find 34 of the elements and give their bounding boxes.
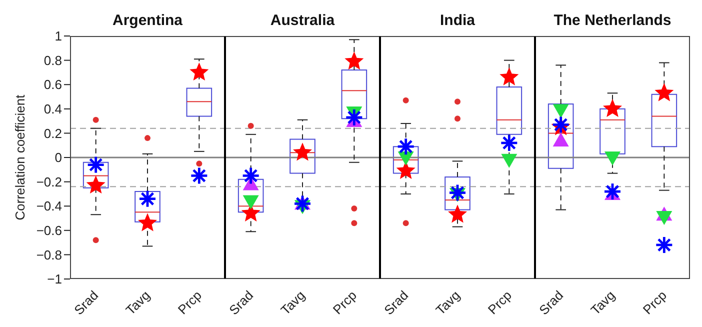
- point: [656, 211, 672, 226]
- y-tick-label: 0.6: [44, 77, 62, 92]
- y-tick-label: −0.6: [36, 223, 62, 238]
- point: [500, 67, 519, 86]
- chart-title: The Netherlands: [552, 12, 672, 29]
- y-axis-title: Correlation coefficient: [12, 94, 28, 220]
- point: [138, 213, 158, 232]
- x-tick-label: Tavg: [588, 288, 618, 318]
- x-tick-label: Tavg: [122, 288, 153, 318]
- point: [448, 204, 468, 223]
- x-tick-label: Prcp: [330, 288, 360, 318]
- x-tick-label: Prcp: [484, 288, 514, 318]
- point: [604, 152, 620, 166]
- y-tick-label: 0: [54, 150, 62, 166]
- point: [344, 52, 364, 70]
- x-tick-label: Prcp: [174, 288, 204, 318]
- y-tick-label: −0.4: [36, 198, 62, 214]
- point: [501, 154, 518, 168]
- y-tick-label: 0.8: [44, 52, 62, 68]
- x-tick-label: Tavg: [432, 288, 463, 318]
- y-tick-label: 0.4: [44, 102, 62, 117]
- y-tick-label: 0.2: [44, 126, 62, 141]
- chart-title: India: [438, 12, 476, 29]
- point: [602, 98, 622, 117]
- point: [190, 62, 209, 81]
- chart-title: Argentina: [111, 12, 184, 29]
- y-tick-label: −1: [47, 272, 62, 287]
- y-tick-label: 1: [54, 28, 62, 44]
- point: [654, 83, 674, 102]
- chart-title: Australia: [269, 12, 336, 29]
- y-tick-label: −0.2: [36, 174, 62, 190]
- x-tick-label: Tavg: [278, 288, 308, 318]
- y-tick-label: −0.8: [36, 247, 62, 262]
- x-tick-label: Prcp: [640, 288, 670, 318]
